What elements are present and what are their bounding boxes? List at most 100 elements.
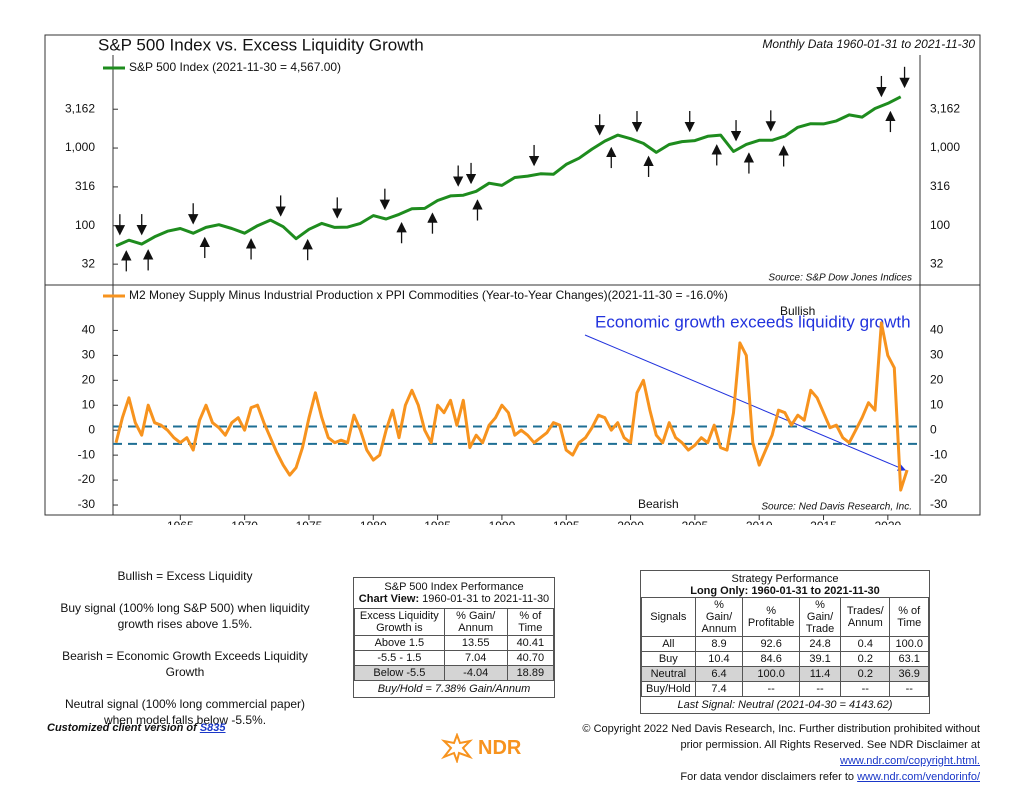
table-row: -5.5 - 1.5 7.04 40.70: [354, 650, 555, 666]
y-tick-label: 100: [930, 218, 950, 232]
table-cell: 18.89: [506, 665, 555, 681]
table-cell: % of Time: [506, 608, 555, 636]
x-tick-label: 1995: [553, 519, 580, 525]
y-tick-label: 1,000: [930, 140, 960, 154]
view-label: Chart View:: [358, 593, 420, 605]
table-footer: Buy/Hold = 7.38% Gain/Annum: [377, 683, 531, 695]
note: Neutral signal (100% long commercial pap…: [64, 697, 306, 727]
table-cell: 8.9: [694, 636, 744, 652]
notes: Bullish = Excess Liquidity Buy signal (1…: [60, 568, 310, 744]
table-subtitle: Long Only: 1960-01-31 to 2021-11-30: [690, 585, 880, 597]
table-cell: 11.4: [798, 666, 842, 682]
view: 1960-01-31 to 2021-11-30: [422, 593, 550, 605]
table-cell: Neutral: [641, 666, 696, 682]
table-cell: --: [742, 681, 800, 697]
table-cell: 0.4: [840, 636, 891, 652]
table-cell: 100.0: [889, 636, 929, 652]
y-tick-label: -20: [78, 472, 96, 486]
series-line: [115, 95, 902, 248]
bearish-label: Bearish: [638, 497, 679, 511]
y-tick-label: 40: [930, 323, 944, 337]
table-cell: Below -5.5: [354, 665, 445, 681]
y-tick-label: 20: [82, 372, 96, 386]
table-cell: --: [840, 681, 891, 697]
chart: S&P 500 Index vs. Excess Liquidity Growt…: [44, 34, 981, 525]
y-tick-label: -20: [930, 472, 948, 486]
y-tick-label: 3,162: [930, 101, 960, 115]
y-tick-label: 32: [930, 256, 944, 270]
legend-label: M2 Money Supply Minus Industrial Product…: [129, 288, 728, 302]
table: Signals% Gain/ Annum% Profitable% Gain/ …: [641, 597, 929, 697]
table: Excess Liquidity Growth is% Gain/ Annum%…: [354, 608, 555, 681]
chart-title: S&P 500 Index vs. Excess Liquidity Growt…: [98, 35, 424, 54]
table-cell: % Gain/ Annum: [694, 597, 744, 637]
table-cell: -4.04: [443, 665, 508, 681]
client-link[interactable]: S835: [199, 722, 226, 734]
note: Bearish = Economic Growth Exceeds Liquid…: [62, 649, 308, 679]
x-tick-label: 1975: [296, 519, 323, 525]
table-cell: 40.41: [506, 635, 555, 651]
strategy-table: Strategy Performance Long Only: 1960-01-…: [640, 570, 930, 714]
y-tick-label: 10: [930, 397, 944, 411]
table-cell: % Profitable: [742, 597, 800, 637]
source: Source: Ned Davis Research, Inc.: [761, 502, 912, 513]
table-title: Strategy Performance: [731, 573, 839, 585]
y-tick-label: 316: [75, 179, 95, 193]
client-note: Customized client version of S835: [47, 722, 226, 734]
y-tick-label: 10: [82, 397, 96, 411]
copyright-link[interactable]: www.ndr.com/copyright.html.: [840, 755, 980, 767]
table-view: Chart View: 1960-01-31 to 2021-11-30: [354, 593, 554, 608]
y-tick-label: 1,000: [65, 140, 95, 154]
x-tick-label: 2000: [617, 519, 644, 525]
table-cell: --: [889, 681, 929, 697]
logo: NDR: [440, 733, 521, 763]
table-row: Buy 10.4 84.6 39.1 0.2 63.1: [641, 651, 929, 667]
logo-text: NDR: [478, 736, 522, 759]
client-text: Customized client version of: [47, 722, 197, 734]
table-row: Above 1.5 13.55 40.41: [354, 635, 555, 651]
table-cell: % Gain/ Trade: [798, 597, 842, 637]
x-tick-label: 1970: [231, 519, 258, 525]
table-row: Buy/Hold 7.4 -- -- -- --: [641, 681, 929, 697]
y-tick-label: -10: [78, 447, 96, 461]
frame: [44, 34, 981, 516]
y-tick-label: 0: [930, 422, 937, 436]
source: Source: S&P Dow Jones Indices: [768, 273, 912, 284]
x-tick-label: 2005: [682, 519, 709, 525]
table-cell: -5.5 - 1.5: [354, 650, 445, 666]
table-cell: 6.4: [694, 666, 744, 682]
table-cell: 84.6: [742, 651, 800, 667]
y-tick-label: 20: [930, 372, 944, 386]
table-cell: 36.9: [889, 666, 929, 682]
table-cell: Signals: [641, 597, 696, 637]
y-tick-label: -10: [930, 447, 948, 461]
table-footer: Last Signal: Neutral (2021-04-30 = 4143.…: [677, 699, 893, 711]
table-cell: 0.2: [840, 651, 891, 667]
y-tick-label: 316: [930, 179, 950, 193]
table-cell: Buy/Hold: [641, 681, 696, 697]
table-cell: 92.6: [742, 636, 800, 652]
y-tick-label: -30: [78, 497, 96, 511]
bullish-label: Bullish: [780, 304, 815, 318]
copyright: © Copyright 2022 Ned Davis Research, Inc…: [560, 721, 980, 785]
table-cell: 39.1: [798, 651, 842, 667]
table-cell: Above 1.5: [354, 635, 445, 651]
note: Bullish = Excess Liquidity: [117, 569, 253, 583]
note: Buy signal (100% long S&P 500) when liqu…: [60, 601, 310, 631]
x-tick-label: 1980: [360, 519, 387, 525]
table-row: Below -5.5 -4.04 18.89: [354, 665, 555, 681]
performance-table: S&P 500 Index Performance Chart View: 19…: [353, 577, 555, 698]
y-tick-label: 0: [88, 422, 95, 436]
table-cell: 100.0: [742, 666, 800, 682]
table-cell: 10.4: [694, 651, 744, 667]
table-row: Neutral 6.4 100.0 11.4 0.2 36.9: [641, 666, 929, 682]
table-cell: % Gain/ Annum: [443, 608, 508, 636]
x-tick-label: 2015: [810, 519, 837, 525]
table-cell: 40.70: [506, 650, 555, 666]
chart-subtitle: Monthly Data 1960-01-31 to 2021-11-30: [762, 37, 975, 51]
vendor-link[interactable]: www.ndr.com/vendorinfo/: [857, 771, 980, 783]
vendor-text: For data vendor disclaimers refer to: [680, 771, 855, 783]
